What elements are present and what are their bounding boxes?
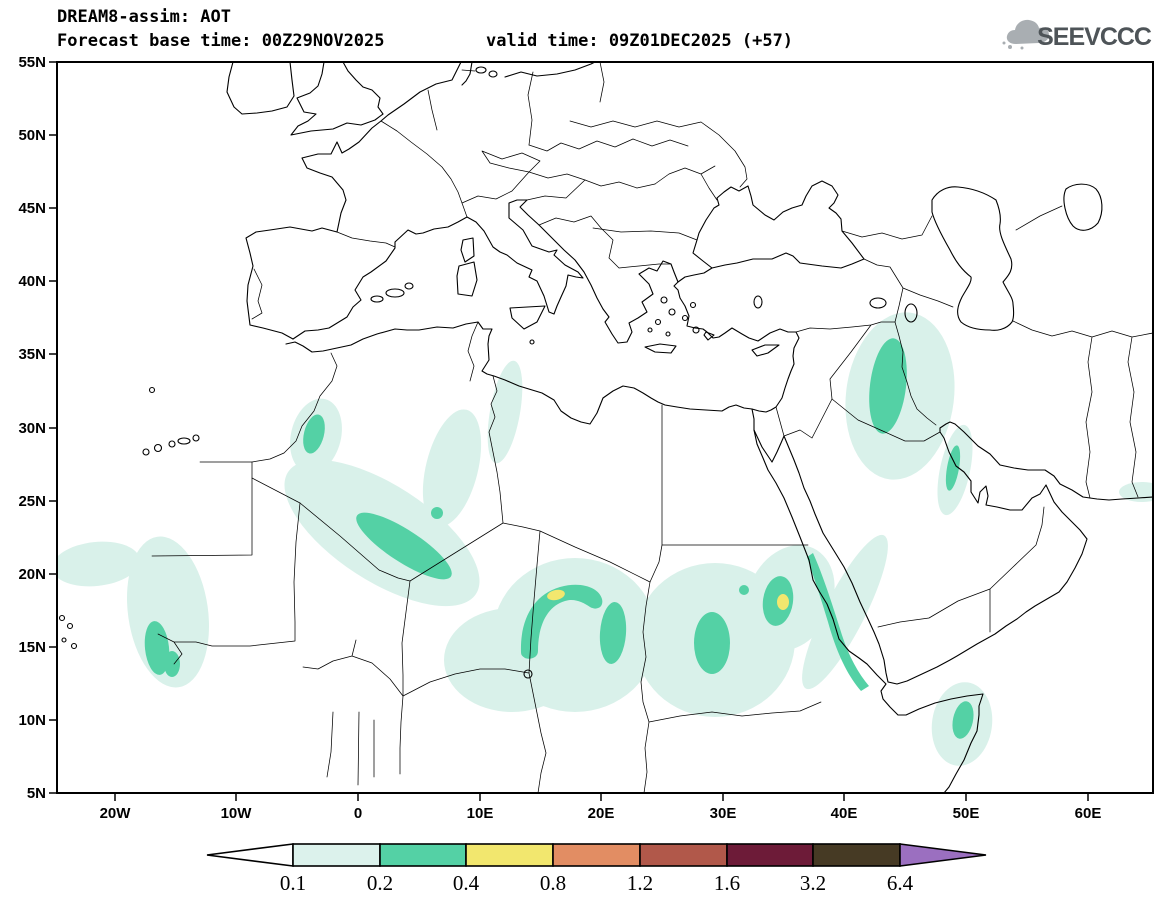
lat-tick-label: 35N [18, 346, 46, 363]
page-title: DREAM8-assim: AOT [57, 7, 231, 27]
colorbar-segment [465, 843, 554, 867]
tick-marks [49, 61, 1089, 801]
lon-tick-label: 0 [354, 805, 362, 822]
lat-tick-label: 20N [18, 566, 46, 583]
seevccc-logo: SEEVCCC [1002, 19, 1153, 51]
borders-layer [151, 63, 1152, 792]
colorbar-underflow-arrow [206, 843, 294, 867]
seevccc-logo-text: SEEVCCC [1037, 23, 1152, 51]
aot-shade-level-3 [547, 589, 789, 610]
lat-tick-label: 25N [18, 493, 46, 510]
lat-tick-label: 5N [27, 785, 46, 802]
colorbar: 0.1 0.2 0.4 0.8 1.2 1.6 3.2 6.4 [206, 843, 987, 895]
valid-time-label: valid time: 09Z01DEC2025 (+57) [486, 31, 793, 51]
base-time-label: Forecast base time: 00Z29NOV2025 [57, 31, 385, 51]
coastlines-layer [58, 63, 1152, 792]
colorbar-label: 0.1 [280, 871, 306, 895]
colorbar-segment [812, 843, 901, 867]
colorbar-label: 3.2 [800, 871, 826, 895]
colorbar-segment [639, 843, 728, 867]
colorbar-label: 1.6 [714, 871, 740, 895]
lat-tick-label: 45N [18, 200, 46, 217]
lat-tick-label: 40N [18, 273, 46, 290]
lat-tick-label: 10N [18, 712, 46, 729]
lon-tick-label: 20W [100, 805, 132, 822]
colorbar-label: 0.4 [453, 871, 480, 895]
lat-axis-labels: 55N 50N 45N 40N 35N 30N 25N 20N 15N 10N … [18, 54, 46, 802]
lat-tick-label: 55N [18, 54, 46, 71]
colorbar-label: 1.2 [627, 871, 653, 895]
lon-tick-label: 60E [1075, 805, 1102, 822]
lat-tick-label: 15N [18, 639, 46, 656]
lat-tick-label: 30N [18, 420, 46, 437]
colorbar-label: 0.8 [540, 871, 566, 895]
colorbar-segment [726, 843, 814, 867]
lon-tick-label: 10E [467, 805, 494, 822]
lat-tick-label: 50N [18, 127, 46, 144]
colorbar-label: 6.4 [887, 871, 914, 895]
aot-shade-level-1 [58, 312, 1152, 766]
lon-tick-label: 30E [710, 805, 737, 822]
colorbar-segment [552, 843, 641, 867]
seevccc-cloud-icon [1002, 19, 1049, 50]
aot-shade-level-2 [144, 338, 974, 739]
lon-tick-label: 20E [588, 805, 615, 822]
lon-axis-labels: 20W 10W 0 10E 20E 30E 40E 50E 60E [100, 805, 1102, 822]
colorbar-label: 0.2 [367, 871, 393, 895]
colorbar-overflow-arrow [899, 843, 987, 867]
lon-tick-label: 40E [831, 805, 858, 822]
colorbar-segment [292, 843, 381, 867]
lon-tick-label: 10W [221, 805, 253, 822]
lon-tick-label: 50E [953, 805, 980, 822]
colorbar-segment [379, 843, 467, 867]
